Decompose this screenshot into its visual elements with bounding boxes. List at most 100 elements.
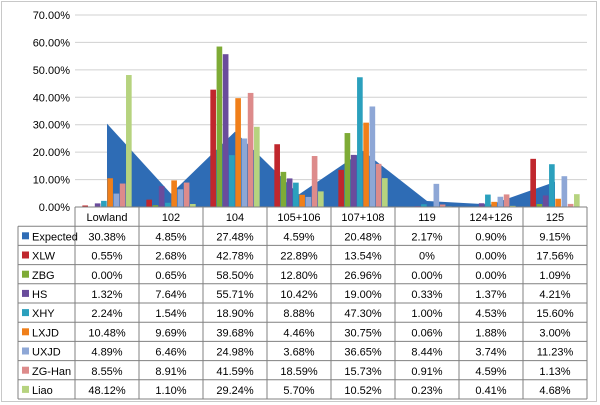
bar-hs (222, 54, 229, 207)
bar-zg-han (503, 194, 510, 207)
bar-xlw (210, 89, 216, 207)
table-cell-value: 0.33% (411, 289, 442, 301)
x-category-label: 124+126 (469, 212, 512, 224)
table-cell-value: 8.91% (155, 366, 186, 378)
table-cell-value: 15.60% (536, 308, 574, 320)
bar-uxjd (433, 183, 440, 207)
table-cell-value: 11.23% (537, 347, 574, 359)
table-cell-value: 29.24% (216, 385, 254, 397)
y-tick-label: 50.00% (33, 65, 71, 77)
table-cell-value: 5.70% (283, 385, 314, 397)
bar-xlw (274, 144, 280, 207)
table-cell-value: 1.13% (539, 366, 570, 378)
table-cell-value: 36.65% (344, 347, 382, 359)
table-cell-value: 1.32% (91, 289, 122, 301)
x-category-label: 104 (226, 212, 244, 224)
table-cell-value: 0.00% (475, 270, 506, 282)
bar-lxjd (235, 98, 241, 207)
bar-xhy (101, 200, 107, 207)
legend-key (22, 251, 29, 259)
table-cell-value: 30.75% (344, 327, 382, 339)
bar-xhy (549, 164, 555, 207)
table-cell-value: 2.24% (91, 308, 122, 320)
table-cell-value: 0.90% (475, 231, 506, 243)
table-cell-value: 10.52% (344, 385, 382, 397)
table-cell-value: 41.59% (216, 366, 254, 378)
legend-label: UXJD (32, 347, 61, 359)
table-cell-value: 27.48% (216, 231, 254, 243)
table-cell-value: 58.50% (216, 270, 254, 282)
table-cell-value: 10.42% (280, 289, 318, 301)
bar-xhy (293, 182, 299, 207)
bar-zg-han (183, 182, 190, 207)
table-cell-value: 1.10% (155, 385, 186, 397)
table-cell-value: 9.69% (155, 327, 186, 339)
table-cell-value: 4.68% (539, 385, 570, 397)
legend-key (22, 270, 29, 278)
table-cell-value: 3.68% (283, 347, 314, 359)
table-cell-value: 8.55% (91, 366, 122, 378)
bar-uxjd (561, 176, 568, 207)
table-cell-value: 15.73% (344, 366, 382, 378)
table-cell-value: 26.96% (344, 270, 382, 282)
table-cell-value: 4.53% (475, 308, 506, 320)
bar-liao (126, 75, 132, 207)
table-cell-value: 4.59% (475, 366, 506, 378)
bar-zg-han (247, 92, 254, 207)
bar-hs (286, 178, 293, 207)
x-category-label: 125 (546, 212, 564, 224)
bar-zg-han (439, 204, 446, 207)
bar-xhy (421, 204, 427, 207)
table-cell-value: 0.23% (411, 385, 442, 397)
table-cell-value: 8.88% (283, 308, 314, 320)
table-cell-value: 18.90% (216, 308, 254, 320)
x-category-label: 102 (162, 212, 180, 224)
bar-liao (382, 178, 388, 207)
bar-xlw (530, 158, 536, 207)
bar-liao (190, 203, 196, 207)
legend-label: XHY (32, 308, 55, 320)
table-cell-value: 10.48% (88, 327, 126, 339)
x-category-label: 105+106 (277, 212, 320, 224)
bar-zg-han (119, 183, 126, 207)
bar-lxjd (363, 122, 369, 207)
legend-key (22, 289, 29, 297)
y-tick-label: 70.00% (33, 10, 71, 22)
legend-key (22, 309, 29, 317)
bar-uxjd (497, 196, 504, 207)
bar-zbg (344, 133, 351, 207)
table-cell-value: 1.37% (475, 289, 506, 301)
bar-zbg (216, 46, 223, 207)
table-cell-value: 47.30% (344, 308, 382, 320)
bar-xhy (165, 202, 171, 207)
legend-label: LXJD (32, 327, 59, 339)
bar-xlw (146, 199, 152, 207)
bar-hs (158, 186, 165, 207)
table-cell-value: 4.89% (91, 347, 122, 359)
legend-label: Expected (32, 231, 78, 243)
table-cell-value: 4.46% (283, 327, 314, 339)
table-cell-value: 6.46% (155, 347, 186, 359)
legend-key (22, 385, 29, 393)
legend-label: XLW (32, 251, 56, 263)
table-cell-value: 22.89% (280, 251, 318, 263)
bar-hs (478, 203, 485, 207)
table-cell-value: 1.88% (475, 327, 506, 339)
table-cell-value: 1.54% (155, 308, 186, 320)
table-cell-value: 9.15% (539, 231, 570, 243)
table-cell-value: 4.59% (283, 231, 314, 243)
table-cell-value: 7.64% (155, 289, 186, 301)
legend-label: ZG-Han (32, 366, 71, 378)
table-cell-value: 24.98% (216, 347, 254, 359)
bar-hs (94, 203, 101, 207)
table-cell-value: 8.44% (411, 347, 442, 359)
table-cell-value: 0.00% (91, 270, 122, 282)
legend-label: Liao (32, 385, 53, 397)
y-tick-label: 20.00% (33, 147, 71, 159)
bar-zg-han (375, 163, 382, 207)
bar-zbg (152, 205, 159, 207)
table-cell-value: 4.85% (155, 231, 186, 243)
bar-xhy (485, 194, 491, 207)
table-cell-value: 4.21% (539, 289, 570, 301)
bar-lxjd (299, 194, 305, 207)
